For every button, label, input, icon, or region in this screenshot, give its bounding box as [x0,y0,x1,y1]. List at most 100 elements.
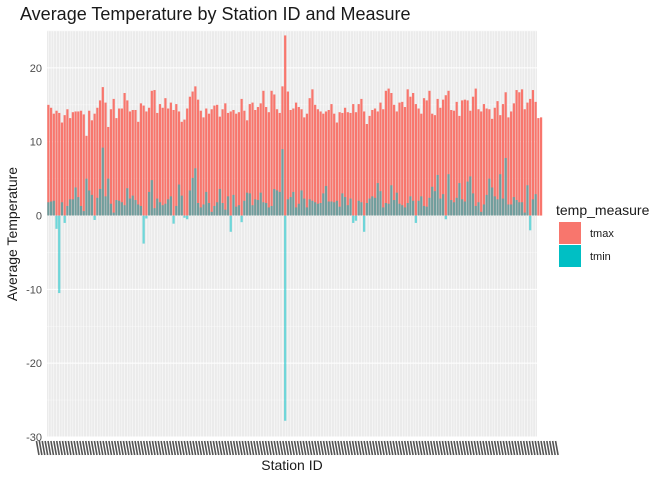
bar-tmax-19 [98,100,102,216]
bar-tmax-79 [262,90,265,216]
bar-tmin-77 [256,200,260,216]
x-tick-label-mark [461,440,467,456]
bar-tmax-35 [142,105,145,216]
bar-tmin-51 [186,215,189,220]
bar-tmin-78 [259,192,262,216]
x-tick-label-mark [348,440,353,456]
grid-minor [47,30,537,401]
x-tick-label-mark [151,440,156,456]
x-tick-label-mark [285,440,290,456]
x-tick-label-mark [351,440,356,456]
x-tick-label-mark [534,440,539,456]
x-tick-label-mark [505,440,510,456]
x-tick-label-mark [467,440,472,456]
bar-tmin-99 [316,203,319,216]
bar-tmin-177 [529,215,532,231]
bar-tmin-133 [409,196,412,216]
x-tick-label-mark [166,440,171,456]
bar-tmin-145 [441,194,445,216]
bar-tmax-95 [305,113,309,216]
bar-tmax-134 [412,93,415,216]
bar-tmin-48 [177,184,181,216]
x-tick-label-mark [108,440,113,456]
bar-tmax-76 [254,109,257,216]
bar-tmin-19 [98,188,102,216]
x-tick-label-mark [386,440,391,456]
bar-tmin-130 [401,205,404,216]
bar-tmin-88 [286,199,290,216]
bar-tmin-179 [534,194,537,216]
bar-tmax-156 [471,96,475,216]
bar-tmin-66 [226,196,230,216]
bar-tmin-68 [232,194,235,216]
x-tick-label-mark [174,440,179,456]
bar-tmin-37 [147,191,151,216]
bar-tmin-107 [338,206,341,216]
x-tick-label-mark [261,440,266,456]
bar-tmin-162 [488,178,491,216]
bar-tmin-89 [289,197,292,216]
bar-tmax-90 [292,108,295,216]
x-tick-label-mark [418,440,423,456]
bar-tmin-151 [458,183,461,216]
y-tick-label: -30 [26,432,42,444]
bar-tmin-5 [60,202,64,216]
bar-tmax-3 [55,110,58,216]
bar-tmax-22 [107,126,110,216]
bar-tmax-133 [409,96,412,216]
bar-tmax-122 [379,102,382,216]
bar-tmax-10 [74,111,77,216]
x-tick-label-mark [435,440,440,456]
bar-tmin-105 [333,202,336,216]
bar-tmin-44 [167,199,170,216]
bar-tmax-45 [169,102,172,216]
bar-tmin-67 [229,215,232,232]
x-tick-label-mark [128,440,133,456]
legend-key-tmax [559,222,581,244]
x-tick-label-mark [537,440,542,456]
x-tick-label-mark [299,440,304,456]
bar-tmin-30 [128,198,132,216]
x-tick-label-mark [41,440,46,456]
bar-tmin-142 [433,191,437,216]
x-tick-label-mark [444,440,449,456]
bar-tmin-49 [180,195,183,216]
bar-tmin-121 [376,183,379,216]
bar-tmax-179 [534,101,537,216]
bar-tmax-138 [422,98,426,216]
bar-tmax-112 [352,104,355,216]
x-tick-label-mark [508,440,513,456]
x-tick-label-mark [270,440,275,456]
x-tick-label-mark [432,440,438,456]
x-tick-label-mark [244,440,249,456]
x-tick-label-mark [221,440,226,456]
bar-tmin-135 [414,215,417,223]
bar-tmin-58 [205,191,208,216]
bar-tmin-32 [134,200,137,216]
x-tick-label-mark [99,440,104,456]
x-tick-label-mark [424,440,429,456]
bar-tmin-40 [156,198,159,216]
bar-tmax-158 [477,109,480,216]
x-tick-label-mark [496,440,501,456]
bar-tmin-141 [431,186,434,216]
bar-tmax-123 [382,109,385,216]
bar-tmin-60 [210,211,213,216]
bar-tmin-6 [63,215,66,223]
x-tick-label-mark [273,440,278,456]
bar-tmin-64 [221,203,224,216]
bar-tmax-0 [47,104,50,216]
bar-tmax-40 [156,112,159,216]
x-tick-label-mark [546,440,551,456]
bar-tmax-15 [88,110,91,216]
bar-tmax-98 [314,104,317,216]
bar-tmax-167 [501,104,505,216]
bar-tmax-28 [123,93,126,216]
bar-tmax-37 [147,107,151,216]
bar-tmax-67 [229,111,232,216]
x-tick-label-mark [398,440,403,456]
x-tick-label-mark [331,440,336,456]
x-tick-label-mark [131,440,136,456]
bar-tmin-173 [518,202,521,216]
bar-tmax-171 [512,103,515,216]
